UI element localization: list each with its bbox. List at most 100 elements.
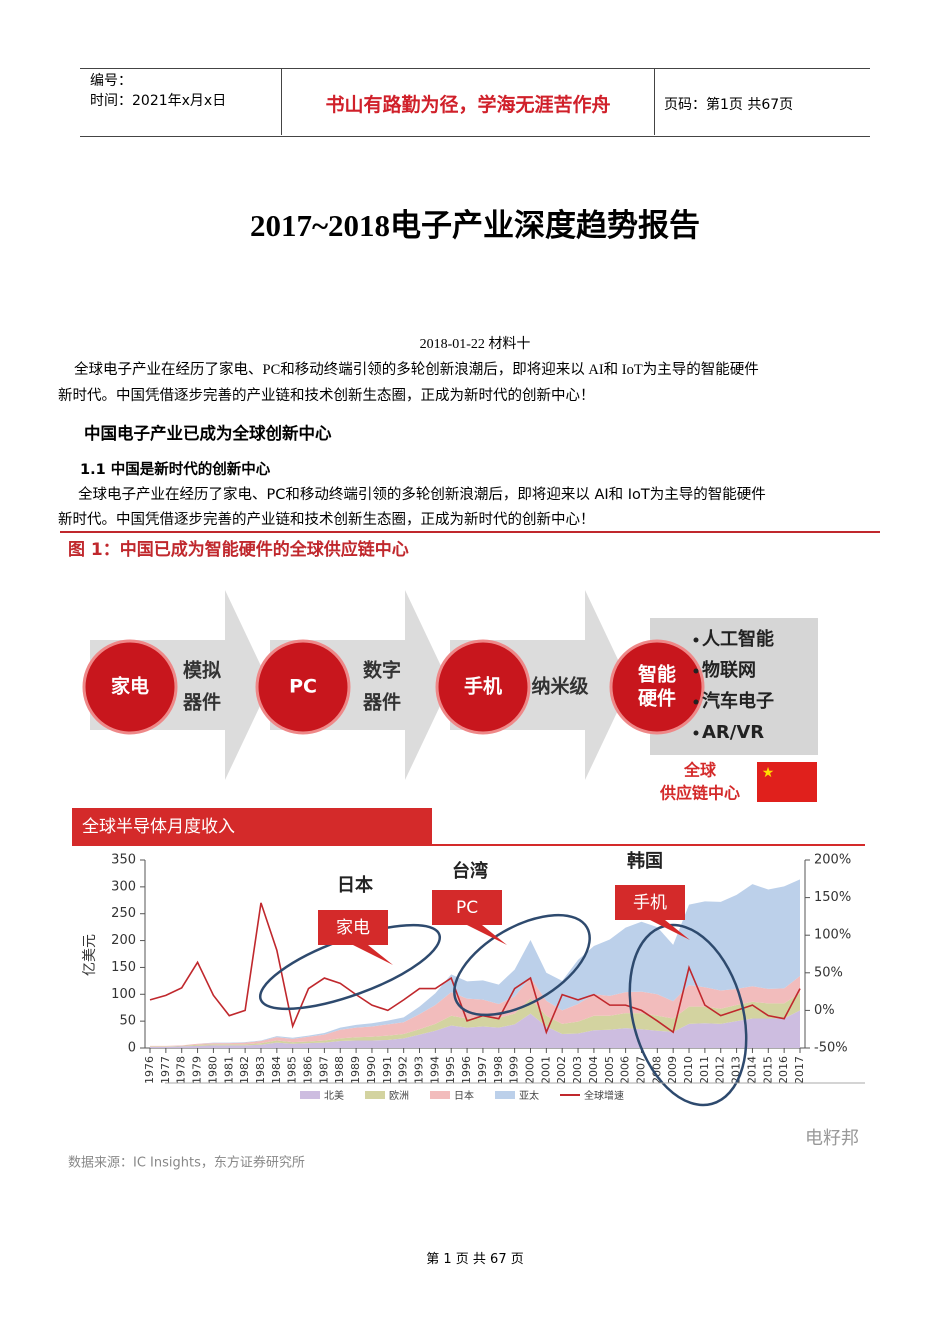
arrow (270, 590, 450, 780)
bullet-item: AR/VR (702, 722, 764, 743)
x-tick-label: 1998 (492, 1056, 505, 1084)
y-tick-label: 100 (111, 987, 136, 1002)
x-tick-label: 1989 (349, 1056, 362, 1084)
legend-label: 欧洲 (389, 1090, 409, 1102)
x-tick-label: 1996 (460, 1056, 473, 1084)
x-tick-label: 2003 (571, 1056, 584, 1084)
motto: 书山有路勤为径，学海无涯苦作舟 (325, 94, 611, 116)
y-axis-label: 亿美元 (82, 934, 98, 976)
x-tick-label: 2016 (777, 1056, 790, 1084)
x-tick-label: 2007 (634, 1056, 647, 1084)
subheading: 1.1 中国是新时代的创新中心 (80, 462, 271, 478)
legend-swatch (430, 1091, 450, 1099)
doc-title: 2017~2018电子产业深度趋势报告 (249, 208, 701, 243)
arrow (450, 590, 630, 780)
y2-tick-label: 0% (814, 1003, 835, 1018)
x-tick-label: 2005 (603, 1056, 616, 1084)
x-tick-label: 2002 (555, 1056, 568, 1084)
flag (757, 762, 817, 802)
y2-tick-label: 200% (814, 853, 851, 868)
legend-label: 北美 (324, 1089, 344, 1102)
x-tick-label: 2000 (523, 1056, 536, 1084)
arrow-label: 器件 (362, 691, 401, 714)
x-tick-label: 1977 (159, 1056, 172, 1084)
callout-label: 手机 (633, 893, 667, 913)
x-tick-label: 2010 (682, 1056, 695, 1084)
heading: 中国电子产业已成为全球创新中心 (84, 424, 332, 443)
y-tick-label: 200 (111, 933, 136, 948)
arrow-label: 模拟 (183, 659, 221, 682)
intro-line: 新时代。中国凭借逐步完善的产业链和技术创新生态圈，正成为新时代的创新中心！ (58, 388, 595, 404)
highlight-ellipse (453, 913, 591, 1017)
x-tick-label: 2001 (539, 1056, 552, 1084)
area (150, 993, 800, 1047)
region-label: 日本 (337, 874, 373, 896)
stage-label: 智能 (638, 663, 676, 686)
y2-tick-label: 50% (814, 965, 843, 980)
arrow-label: 数字 (363, 659, 401, 682)
chart-title: 全球半导体月度收入 (82, 817, 235, 837)
source: 数据来源：IC Insights，东方证券研究所 (68, 1155, 305, 1171)
callout-label: PC (456, 898, 478, 918)
y-tick-label: 150 (111, 960, 136, 975)
center-label: 供应链中心 (659, 784, 740, 803)
bullet-dot (693, 730, 699, 736)
x-tick-label: 1995 (444, 1056, 457, 1084)
watermark: 电籽邦 (805, 1128, 859, 1149)
legend-swatch (300, 1091, 320, 1099)
stage-circle (609, 639, 705, 735)
bullet-dot (693, 637, 699, 643)
x-tick-label: 1988 (333, 1056, 346, 1084)
y2-tick-label: 150% (814, 890, 851, 905)
callout (615, 885, 690, 940)
x-tick-label: 2004 (587, 1056, 600, 1084)
x-tick-label: 1994 (428, 1056, 441, 1084)
x-tick-label: 1983 (254, 1056, 267, 1084)
footer: 第 1 页 共 67 页 (426, 1252, 524, 1267)
stage-label: 手机 (464, 675, 502, 698)
x-tick-label: 1984 (270, 1056, 283, 1084)
x-tick-label: 1992 (397, 1056, 410, 1084)
y-tick-label: 350 (111, 853, 136, 868)
x-tick-label: 1993 (413, 1056, 426, 1084)
y2-tick-label: -50% (814, 1041, 848, 1056)
paragraph-line: 新时代。中国凭借逐步完善的产业链和技术创新生态圈，正成为新时代的创新中心！ (58, 512, 595, 528)
area (150, 976, 800, 1047)
bullet-dot (693, 668, 699, 674)
bullet-item: 物联网 (702, 659, 756, 681)
paragraph-line: 全球电子产业在经历了家电、PC和移动终端引领的多轮创新浪潮后，即将迎来以 AI和… (78, 487, 766, 503)
legend-label: 全球增速 (584, 1089, 624, 1102)
divider (281, 68, 282, 135)
legend-swatch (365, 1091, 385, 1099)
meta: 2018-01-22 材料十 (419, 337, 531, 352)
x-tick-label: 2012 (714, 1056, 727, 1084)
flag-star: ★ (762, 765, 775, 781)
stage-label: 硬件 (638, 687, 676, 710)
y-tick-label: 0 (128, 1041, 136, 1056)
x-tick-label: 1991 (381, 1056, 394, 1084)
bullet-dot (693, 699, 699, 705)
region-label: 韩国 (627, 850, 663, 872)
x-tick-label: 1990 (365, 1056, 378, 1084)
x-tick-label: 1978 (175, 1056, 188, 1084)
callout (432, 890, 507, 945)
x-tick-label: 1985 (286, 1056, 299, 1084)
y-tick-label: 250 (111, 906, 136, 921)
x-tick-label: 1979 (191, 1056, 204, 1084)
x-tick-label: 1981 (222, 1056, 235, 1084)
x-tick-label: 2011 (698, 1056, 711, 1084)
stage-label: PC (289, 676, 317, 698)
legend-label: 亚太 (519, 1089, 539, 1102)
divider (654, 68, 655, 135)
bullet-item: 汽车电子 (702, 690, 774, 712)
stage-label: 家电 (111, 675, 149, 698)
area (150, 879, 800, 1046)
header-box (80, 68, 870, 137)
figure-title: 图 1：中国已成为智能硬件的全球供应链中心 (68, 539, 409, 560)
legend-label: 日本 (454, 1089, 474, 1102)
arrow (90, 590, 270, 780)
x-tick-label: 1987 (317, 1056, 330, 1084)
bullet-item: 人工智能 (702, 628, 774, 650)
x-tick-label: 2017 (793, 1056, 806, 1084)
